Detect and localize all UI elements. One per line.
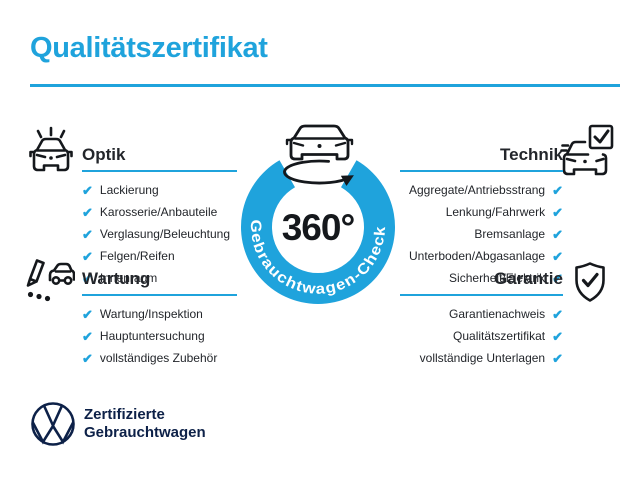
car-rotate-icon bbox=[283, 124, 354, 187]
car-front-shine-icon bbox=[29, 126, 73, 172]
footer-line1: Zertifizierte bbox=[84, 406, 165, 423]
check-item-label: Innenraum bbox=[99, 271, 158, 285]
check-item: ✔ Lenkung/Fahrwerk bbox=[400, 201, 563, 223]
check-item: ✔ Felgen/Reifen bbox=[82, 245, 237, 267]
check-item-label: Unterboden/Abgasanlage bbox=[408, 249, 546, 263]
check-item-label: Qualitätszertifikat bbox=[453, 329, 546, 343]
check-item-label: vollständige Unterlagen bbox=[419, 351, 546, 365]
vw-logo bbox=[31, 402, 75, 446]
section-wartung: Wartung ✔ Wartung/Inspektion ✔ Hauptuntersu… bbox=[82, 268, 237, 369]
title-divider bbox=[30, 84, 620, 87]
check-item-label: vollständiges Zubehör bbox=[99, 351, 218, 365]
check-icon: ✔ bbox=[82, 270, 93, 286]
pencil-checklist-car-icon bbox=[26, 259, 75, 302]
check-item-label: Karosserie/Anbauteile bbox=[99, 205, 218, 219]
footer-line2: Gebrauchtwagen bbox=[84, 424, 206, 441]
check-item: ✔ vollständige Unterlagen bbox=[400, 347, 563, 369]
check-item: ✔ Sicherheit/Elektrik bbox=[400, 267, 563, 289]
check-icon: ✔ bbox=[552, 182, 563, 198]
check-icon: ✔ bbox=[552, 248, 563, 264]
car-checkbox-icon bbox=[560, 124, 614, 176]
footer-brand-text: Zertifizierte Gebrauchtwagen bbox=[84, 406, 206, 442]
check-item-label: Felgen/Reifen bbox=[99, 249, 175, 263]
check-item-label: Bremsanlage bbox=[474, 227, 546, 241]
check-item-label: Verglasung/Beleuchtung bbox=[99, 227, 231, 241]
check-item: ✔ Bremsanlage bbox=[400, 223, 563, 245]
check-item: ✔ Unterboden/Abgasanlage bbox=[400, 245, 563, 267]
blue-ring bbox=[241, 160, 395, 304]
check-item: ✔ Wartung/Inspektion bbox=[82, 303, 237, 325]
section-optik: Optik ✔ Lackierung ✔ Karosserie/Anbauteile ✔… bbox=[82, 144, 237, 289]
check-item-label: Lenkung/Fahrwerk bbox=[445, 205, 546, 219]
check-icon: ✔ bbox=[82, 226, 93, 242]
check-icon: ✔ bbox=[82, 248, 93, 264]
section-technik: Technik ✔ Aggregate/Antriebsstrang ✔ Lenkun… bbox=[400, 144, 563, 289]
check-icon: ✔ bbox=[82, 328, 93, 344]
check-item-label: Hauptuntersuchung bbox=[99, 329, 205, 343]
check-icon: ✔ bbox=[82, 306, 93, 322]
section-technik-checklist: ✔ Aggregate/Antriebsstrang ✔ Lenkung/Fahrwe… bbox=[400, 172, 563, 289]
section-optik-checklist: ✔ Lackierung ✔ Karosserie/Anbauteile ✔ Vergla… bbox=[82, 172, 237, 289]
shield-check-icon bbox=[575, 262, 605, 302]
check-item: ✔ Garantienachweis bbox=[400, 303, 563, 325]
check-item: ✔ vollständiges Zubehör bbox=[82, 347, 237, 369]
360-check-badge: Gebrauchtwagen-Check 360° bbox=[241, 124, 395, 304]
check-icon: ✔ bbox=[552, 328, 563, 344]
section-wartung-checklist: ✔ Wartung/Inspektion ✔ Hauptuntersuchung ✔ vo… bbox=[82, 296, 237, 369]
section-wartung-title: Wartung bbox=[82, 268, 237, 296]
page-title: Qualitätszertifikat bbox=[30, 32, 268, 64]
check-item-label: Lackierung bbox=[99, 183, 159, 197]
section-garantie-title: Garantie bbox=[400, 268, 563, 296]
check-icon: ✔ bbox=[552, 226, 563, 242]
check-item: ✔ Qualitätszertifikat bbox=[400, 325, 563, 347]
check-item-label: Garantienachweis bbox=[449, 307, 546, 321]
check-icon: ✔ bbox=[82, 204, 93, 220]
check-item-label: Sicherheit/Elektrik bbox=[449, 271, 546, 285]
check-icon: ✔ bbox=[552, 270, 563, 286]
check-item-label: Wartung/Inspektion bbox=[99, 307, 203, 321]
check-icon: ✔ bbox=[82, 350, 93, 366]
check-icon: ✔ bbox=[82, 182, 93, 198]
check-icon: ✔ bbox=[552, 204, 563, 220]
check-icon: ✔ bbox=[552, 306, 563, 322]
check-icon: ✔ bbox=[552, 350, 563, 366]
section-technik-title: Technik bbox=[400, 144, 563, 172]
check-item: ✔ Aggregate/Antriebsstrang bbox=[400, 179, 563, 201]
check-item: ✔ Hauptuntersuchung bbox=[82, 325, 237, 347]
section-garantie-checklist: ✔ Garantienachweis ✔ Qualitätszertifikat ✔ vo… bbox=[400, 296, 563, 369]
section-garantie: Garantie ✔ Garantienachweis ✔ Qualitätszert… bbox=[400, 268, 563, 369]
check-item: ✔ Verglasung/Beleuchtung bbox=[82, 223, 237, 245]
360-degree-label: 360° bbox=[282, 207, 355, 248]
check-item: ✔ Innenraum bbox=[82, 267, 237, 289]
check-item: ✔ Karosserie/Anbauteile bbox=[82, 201, 237, 223]
check-item: ✔ Lackierung bbox=[82, 179, 237, 201]
check-item-label: Aggregate/Antriebsstrang bbox=[409, 183, 546, 197]
section-optik-title: Optik bbox=[82, 144, 237, 172]
